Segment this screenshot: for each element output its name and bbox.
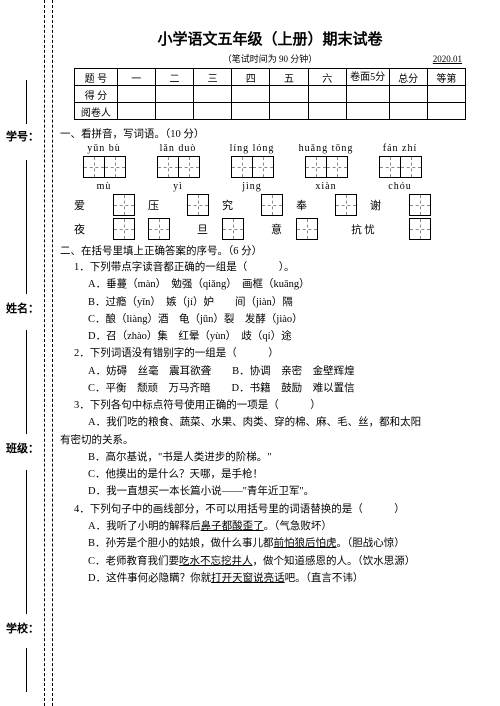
q4-opt-b: B．孙芳是个胆小的姑娘，做什么事儿都前怕狼后怕虎。（胆战心惊） (60, 536, 480, 552)
q1-opt-a: A．垂蔓（màn） 勉强（qiǎng） 画框（kuāng） (60, 277, 480, 293)
q2-opt-ab: A．妨碍 丝毫 震耳欲聋 B．协调 亲密 金壁辉煌 (60, 364, 480, 380)
exam-title: 小学语文五年级（上册）期末试卷 (60, 28, 480, 49)
exam-subtitle: （笔试时间为 90 分钟） (223, 52, 318, 65)
q2: 2．下列词语没有错别字的一组是（ ） (60, 346, 480, 362)
q4-opt-c: C．老师教育我们要吃水不忘挖井人，做个知道感恩的人。（饮水思源） (60, 554, 480, 570)
side-label-id: 学号： (6, 128, 39, 144)
q3-opt-d: D．我一直想买一本长篇小说——"青年近卫军"。 (60, 484, 480, 500)
q4: 4．下列句子中的画线部分，不可以用括号里的词语替换的是（ ） (60, 502, 480, 518)
q3: 3．下列各句中标点符号使用正确的一项是（ ） (60, 398, 480, 414)
q1-opt-d: D．召（zhào）集 红晕（yùn） 歧（qí）途 (60, 329, 480, 345)
tianzige-box[interactable] (83, 156, 105, 178)
q4-opt-a: A．我听了小明的解释后鼻子都酸歪了。（气急败坏） (60, 519, 480, 535)
side-label-name: 姓名： (6, 300, 39, 316)
q1: 1．下列带点字读音都正确的一组是（ ）。 (60, 260, 480, 276)
boxes-row-1 (74, 156, 480, 178)
q3-opt-b: B．高尔基说，"书是人类进步的阶梯。" (60, 450, 480, 466)
q3-opt-a2: 有密切的关系。 (60, 433, 480, 449)
section-1-title: 一、看拼音，写词语。（10 分） (60, 126, 480, 141)
char-row-2: 夜 旦 意 抗 忧 (74, 218, 480, 240)
pinyin-row-2: mù yì jìng xiàn chóu (74, 181, 480, 192)
exam-date: 2020.01 (433, 54, 462, 64)
score-table: 题 号 一 二 三 四 五 六 卷面5分 总分 等第 得 分 阅卷人 (74, 68, 466, 120)
q1-opt-c: C．酿（liàng）酒 龟（jūn）裂 发酵（jiào） (60, 312, 480, 328)
q1-opt-b: B．过瘾（yǐn） 嫉（jí）妒 间（jiàn）隔 (60, 295, 480, 311)
q3-opt-c: C．他摸出的是什么？天哪，是手枪！ (60, 467, 480, 483)
section-2-title: 二、在括号里填上正确答案的序号。（6 分） (60, 243, 480, 258)
q4-opt-d: D．这件事何必隐瞒？你就打开天窗说亮话吧。（直言不讳） (60, 571, 480, 587)
side-label-school: 学校： (6, 620, 39, 636)
q2-opt-cd: C．平衡 颓顽 万马齐暗 D．书籍 鼓励 难以置信 (60, 381, 480, 397)
char-row-1: 爱 压 究 奉 谢 (74, 194, 480, 216)
pinyin-row-1: yǔn bù lǎn duò líng lóng huǎng tōng fán … (74, 143, 480, 154)
side-label-class: 班级： (6, 440, 39, 456)
q3-opt-a: A．我们吃的粮食、蔬菜、水果、肉类、穿的棉、麻、毛、丝，都和太阳 (60, 415, 480, 431)
